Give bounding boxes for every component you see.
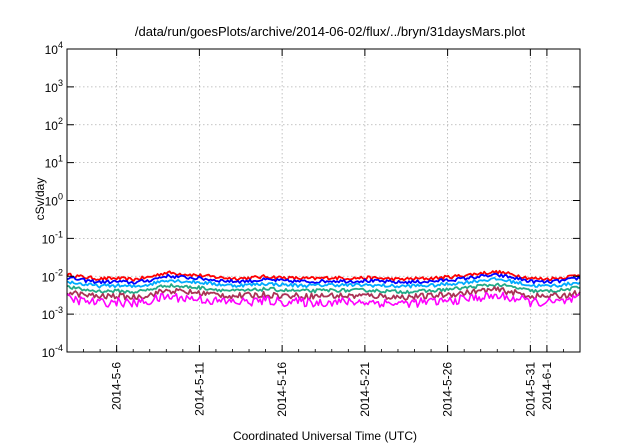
y-tick-label: 102 xyxy=(45,116,63,133)
axes: 10-4 10-3 10-2 10-1 100 101 102 103 104 2014-5-6 2… xyxy=(42,40,581,417)
y-tick-label: 101 xyxy=(45,154,63,171)
x-tick-label: 2014-6-1 xyxy=(540,362,554,410)
x-tick-label: 2014-5-11 xyxy=(192,362,206,416)
y-tick-label: 103 xyxy=(45,78,63,95)
plot-frame xyxy=(66,48,581,353)
y-tick-label: 104 xyxy=(45,40,63,57)
x-tick-label: 2014-5-31 xyxy=(523,362,537,417)
x-tick-label: 2014-5-16 xyxy=(275,362,289,417)
series-line xyxy=(66,269,581,282)
series-group xyxy=(66,269,581,308)
chart-title: /data/run/goesPlots/archive/2014-06-02/f… xyxy=(135,24,526,39)
x-tick-label: 2014-5-21 xyxy=(358,362,372,417)
y-tick-label: 10-4 xyxy=(42,343,63,360)
y-tick-label: 100 xyxy=(45,192,63,209)
series-line xyxy=(66,276,581,289)
y-tick-label: 10-1 xyxy=(42,229,63,246)
series-line xyxy=(66,272,581,285)
x-axis-label: Coordinated Universal Time (UTC) xyxy=(233,429,417,443)
x-tick-label: 2014-5-26 xyxy=(441,362,455,417)
series-line xyxy=(66,286,581,301)
y-tick-label: 10-3 xyxy=(42,305,63,322)
y-axis-label: cSv/day xyxy=(33,178,47,221)
y-tick-label: 10-2 xyxy=(42,267,63,284)
x-tick-label: 2014-5-6 xyxy=(110,362,124,410)
series-line xyxy=(66,291,581,308)
